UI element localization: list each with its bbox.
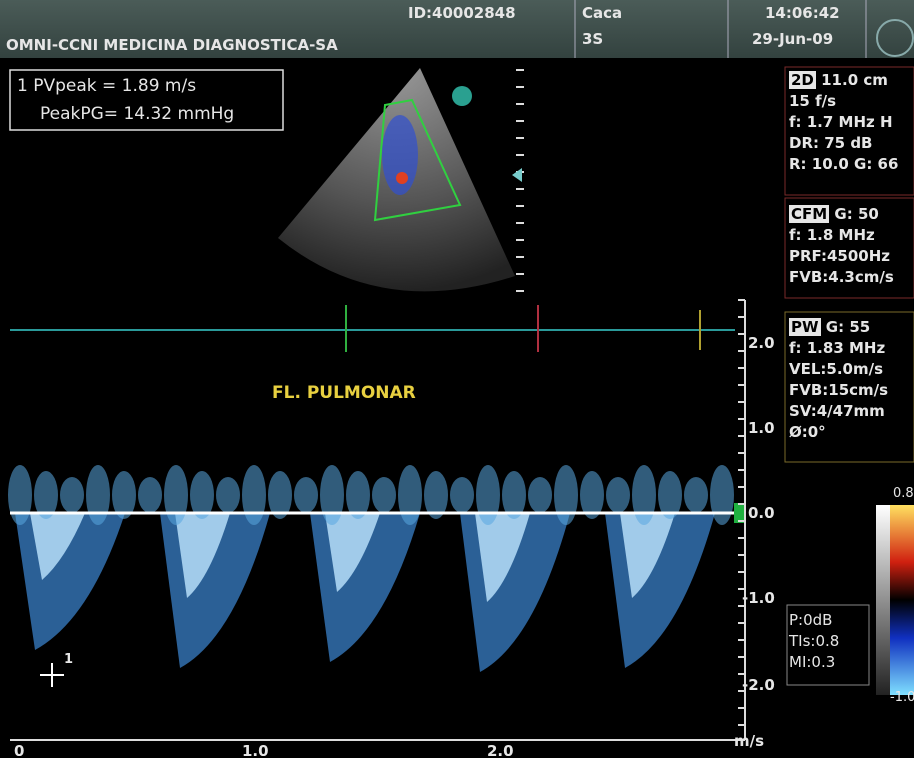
panel-line: R: 10.0 G: 66 [789,154,914,175]
panel-line: f: 1.83 MHz [789,338,914,359]
flow-positive [372,477,396,513]
colorbar-label: 0.8 [893,486,914,501]
measurement-line: 1 PVpeak = 1.89 m/s [17,76,196,96]
panel-title: PW [789,318,821,336]
panel-title: 2D [789,71,816,89]
flow-positive [8,465,32,525]
panel-line: DR: 75 dB [789,133,914,154]
focus-marker [512,168,522,182]
panel-line: G: 50 [834,205,878,223]
panel-line: Ø:0° [789,422,914,443]
flow-positive [138,477,162,513]
screen: ID:40002848 OMNI-CCNI MEDICINA DIAGNOSTI… [0,0,914,758]
flow-positive [242,465,266,525]
panel-line: MI:0.3 [789,652,863,673]
velocity-label: 1.0 [748,419,775,437]
vessel-label: FL. PULMONAR [272,383,416,403]
flow-positive [164,465,188,525]
patient-id: ID:40002848 [408,4,516,22]
flow-positive [476,465,500,525]
time-label: 2.0 [487,742,514,758]
flow-positive [632,465,656,525]
date: 29-Jun-09 [752,30,833,48]
institution: OMNI-CCNI MEDICINA DIAGNOSTICA-SA [6,36,338,54]
flow-positive [450,477,474,513]
velocity-label: 2.0 [748,334,775,352]
panel-pw: PW G: 55 f: 1.83 MHz VEL:5.0m/s FVB:15cm… [785,315,914,445]
patient-name: Caca [582,4,622,22]
flow-positive [554,465,578,525]
panel-2d: 2D 11.0 cm 15 f/s f: 1.7 MHz H DR: 75 dB… [785,68,914,177]
panel-line: PRF:4500Hz [789,246,914,267]
panel-line: G: 55 [826,318,870,336]
panel-line: SV:4/47mm [789,401,914,422]
flow-positive [86,465,110,525]
panel-line: f: 1.8 MHz [789,225,914,246]
panel-line: f: 1.7 MHz H [789,112,914,133]
flow-positive [710,465,734,525]
panel-line: 11.0 cm [821,71,888,89]
flow-positive [60,477,84,513]
velocity-label: -1.0 [742,589,775,607]
graybar [876,505,890,695]
velocity-unit: m/s [734,732,764,750]
flow-positive [528,477,552,513]
flow-positive [606,477,630,513]
panel-line: FVB:15cm/s [789,380,914,401]
color-flow-core [396,172,408,184]
panel-title: CFM [789,205,829,223]
measurement-line: PeakPG= 14.32 mmHg [40,104,234,124]
time: 14:06:42 [765,4,840,22]
logo [877,20,913,56]
cursor-label: 1 [64,652,73,667]
cursor-cross [40,663,64,687]
velocity-label: -2.0 [742,676,775,694]
flow-positive [216,477,240,513]
doppler-spectrum [8,465,734,672]
marker [452,86,472,106]
velocity-label: 0.0 [748,504,775,522]
panel-cfm: CFM G: 50 f: 1.8 MHz PRF:4500Hz FVB:4.3c… [785,202,914,290]
time-label: 0 [14,742,24,758]
flow-positive [684,477,708,513]
flow-positive [294,477,318,513]
panel-line: TIs:0.8 [789,631,863,652]
panel-power: P:0dB TIs:0.8 MI:0.3 [785,608,867,675]
panel-line: FVB:4.3cm/s [789,267,914,288]
flow-positive [398,465,422,525]
panel-line: 15 f/s [789,91,914,112]
flow-positive [320,465,344,525]
panel-line: VEL:5.0m/s [789,359,914,380]
patient-age: 3S [582,30,603,48]
panel-line: P:0dB [789,610,863,631]
time-label: 1.0 [242,742,269,758]
colorbar-label: -1.0 [890,690,914,705]
